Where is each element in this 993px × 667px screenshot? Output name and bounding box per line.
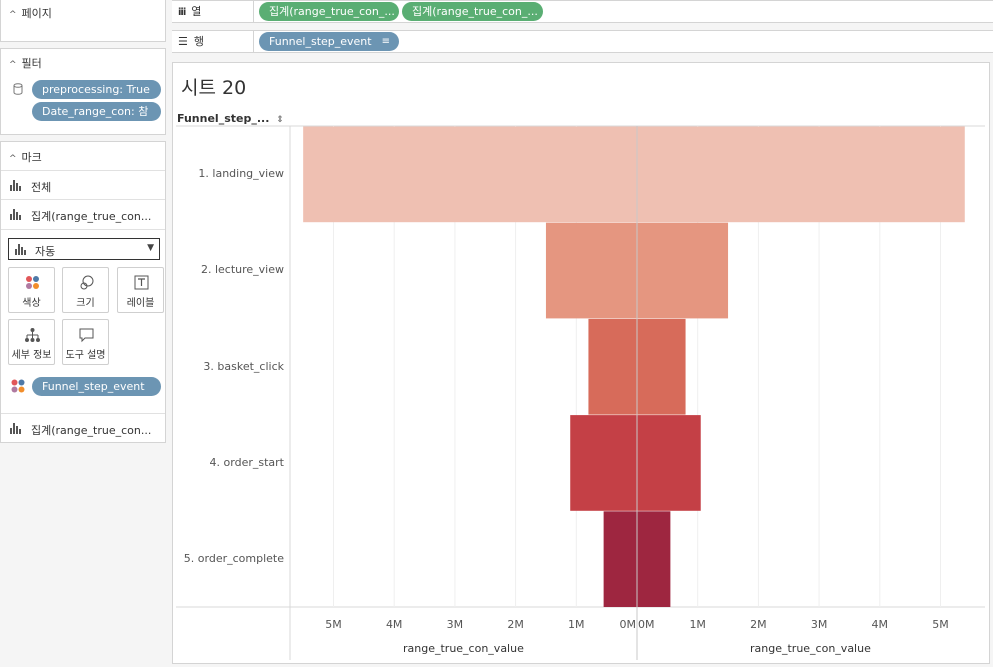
x-tick-right: 3M	[810, 618, 828, 631]
tooltip-bubble-icon	[79, 328, 94, 343]
size-button-label: 크기	[76, 298, 95, 309]
filters-title: 필터	[21, 57, 42, 70]
size-button[interactable]: 크기	[62, 267, 109, 313]
detail-button-label: 세부 정보	[11, 350, 52, 361]
rows-label: 행	[193, 35, 204, 48]
marks-measure2-label: 집계(range_true_con...	[31, 424, 152, 437]
columns-pill-1[interactable]: 집계(range_true_con_...	[259, 2, 399, 21]
collapse-caret-icon[interactable]: ^	[9, 60, 17, 70]
x-tick-left: 2M	[507, 618, 524, 631]
color-field-pill[interactable]: Funnel_step_event	[32, 377, 161, 396]
marks-measure2-row[interactable]: 집계(range_true_con...	[1, 413, 165, 442]
bar-chart-icon	[10, 209, 22, 220]
marks-type-row: 자동 ▼	[1, 229, 165, 264]
columns-label: 열	[191, 5, 202, 18]
text-label-icon	[134, 275, 149, 290]
row-label: 5. order_complete	[183, 551, 284, 565]
row-label: 4. order_start	[209, 455, 284, 469]
filters-card: ^ 필터 preprocessing: True Date_range_con: …	[0, 48, 166, 135]
bar-chart-icon	[10, 423, 22, 434]
row-label: 1. landing_view	[198, 167, 284, 181]
x-axis-label-right: range_true_con_value	[750, 642, 871, 655]
collapse-caret-icon[interactable]: ^	[9, 10, 17, 20]
rows-pill-label: Funnel_step_event	[269, 35, 372, 48]
marks-measure-row[interactable]: 집계(range_true_con...	[1, 199, 165, 228]
x-tick-left: 3M	[446, 618, 464, 631]
color-palette-icon	[11, 379, 25, 393]
x-axis-label-left: range_true_con_value	[403, 642, 524, 655]
worksheet: 시트 20 Funnel_step_... ⇕	[172, 62, 990, 664]
pages-card: ^ 페이지	[0, 0, 166, 42]
detail-button[interactable]: 세부 정보	[8, 319, 55, 365]
pages-title: 페이지	[21, 7, 52, 20]
rows-shelf-name: ☰ 행	[172, 31, 254, 52]
label-button-label: 레이블	[126, 298, 155, 309]
tooltip-button-label: 도구 설명	[65, 350, 106, 361]
marks-header[interactable]: ^ 마크	[9, 149, 42, 165]
marks-title: 마크	[21, 151, 42, 164]
rows-icon: ☰	[178, 35, 188, 48]
row-header-label: Funnel_step_...	[177, 112, 270, 125]
row-label: 2. lecture_view	[200, 263, 284, 277]
mark-type-dropdown[interactable]: 자동 ▼	[8, 238, 160, 260]
sort-icon[interactable]: ⇕	[276, 115, 284, 125]
tooltip-button[interactable]: 도구 설명	[62, 319, 109, 365]
columns-icon: iii	[178, 7, 186, 18]
filters-header[interactable]: ^ 필터	[9, 55, 42, 71]
columns-shelf-name: iii 열	[172, 1, 254, 22]
bar-chart-icon	[10, 180, 22, 191]
x-tick-left: 1M	[568, 618, 585, 631]
sheet-title: 시트 20	[181, 77, 247, 99]
size-circles-icon	[80, 275, 94, 290]
marks-all-row[interactable]: 전체	[1, 170, 165, 199]
rows-shelf: ☰ 행 Funnel_step_event ≡	[172, 30, 993, 53]
row-header[interactable]: Funnel_step_... ⇕	[177, 112, 284, 125]
chevron-down-icon: ▼	[147, 243, 154, 253]
row-label: 3. basket_click	[203, 359, 284, 373]
x-tick-left: 0M	[619, 618, 637, 631]
rows-pill-funnel-step[interactable]: Funnel_step_event ≡	[259, 32, 399, 51]
detail-hierarchy-icon	[25, 328, 40, 342]
x-tick-right: 0M	[638, 618, 655, 631]
x-tick-left: 5M	[325, 618, 342, 631]
bar-chart-icon	[15, 244, 27, 255]
marks-all-label: 전체	[31, 181, 52, 194]
marks-card: ^ 마크 전체 집계(range_true_con... 자동 ▼ 색상 크기	[0, 141, 166, 443]
mark-type-value: 자동	[35, 245, 56, 258]
color-palette-icon	[26, 276, 39, 289]
collapse-caret-icon[interactable]: ^	[9, 154, 17, 164]
row-labels: 1. landing_view 2. lecture_view 3. basket_…	[176, 0, 284, 667]
x-tick-right: 4M	[871, 618, 889, 631]
x-tick-left: 4M	[385, 618, 403, 631]
x-tick-right: 5M	[932, 618, 949, 631]
filter-pill-date-range[interactable]: Date_range_con: 참	[32, 102, 161, 121]
filter-pill-preprocessing[interactable]: preprocessing: True	[32, 80, 161, 99]
label-button[interactable]: 레이블	[117, 267, 164, 313]
columns-pill-2[interactable]: 집계(range_true_con_...	[402, 2, 543, 21]
x-tick-right: 1M	[689, 618, 706, 631]
pages-header[interactable]: ^ 페이지	[9, 5, 52, 21]
database-icon	[13, 83, 23, 95]
marks-measure-label: 집계(range_true_con...	[31, 210, 152, 223]
color-button-label: 색상	[22, 298, 41, 309]
color-button[interactable]: 색상	[8, 267, 55, 313]
x-tick-right: 2M	[750, 618, 767, 631]
columns-shelf: iii 열 집계(range_true_con_... 집계(range_true…	[172, 0, 993, 23]
sort-descending-icon: ≡	[381, 36, 390, 47]
